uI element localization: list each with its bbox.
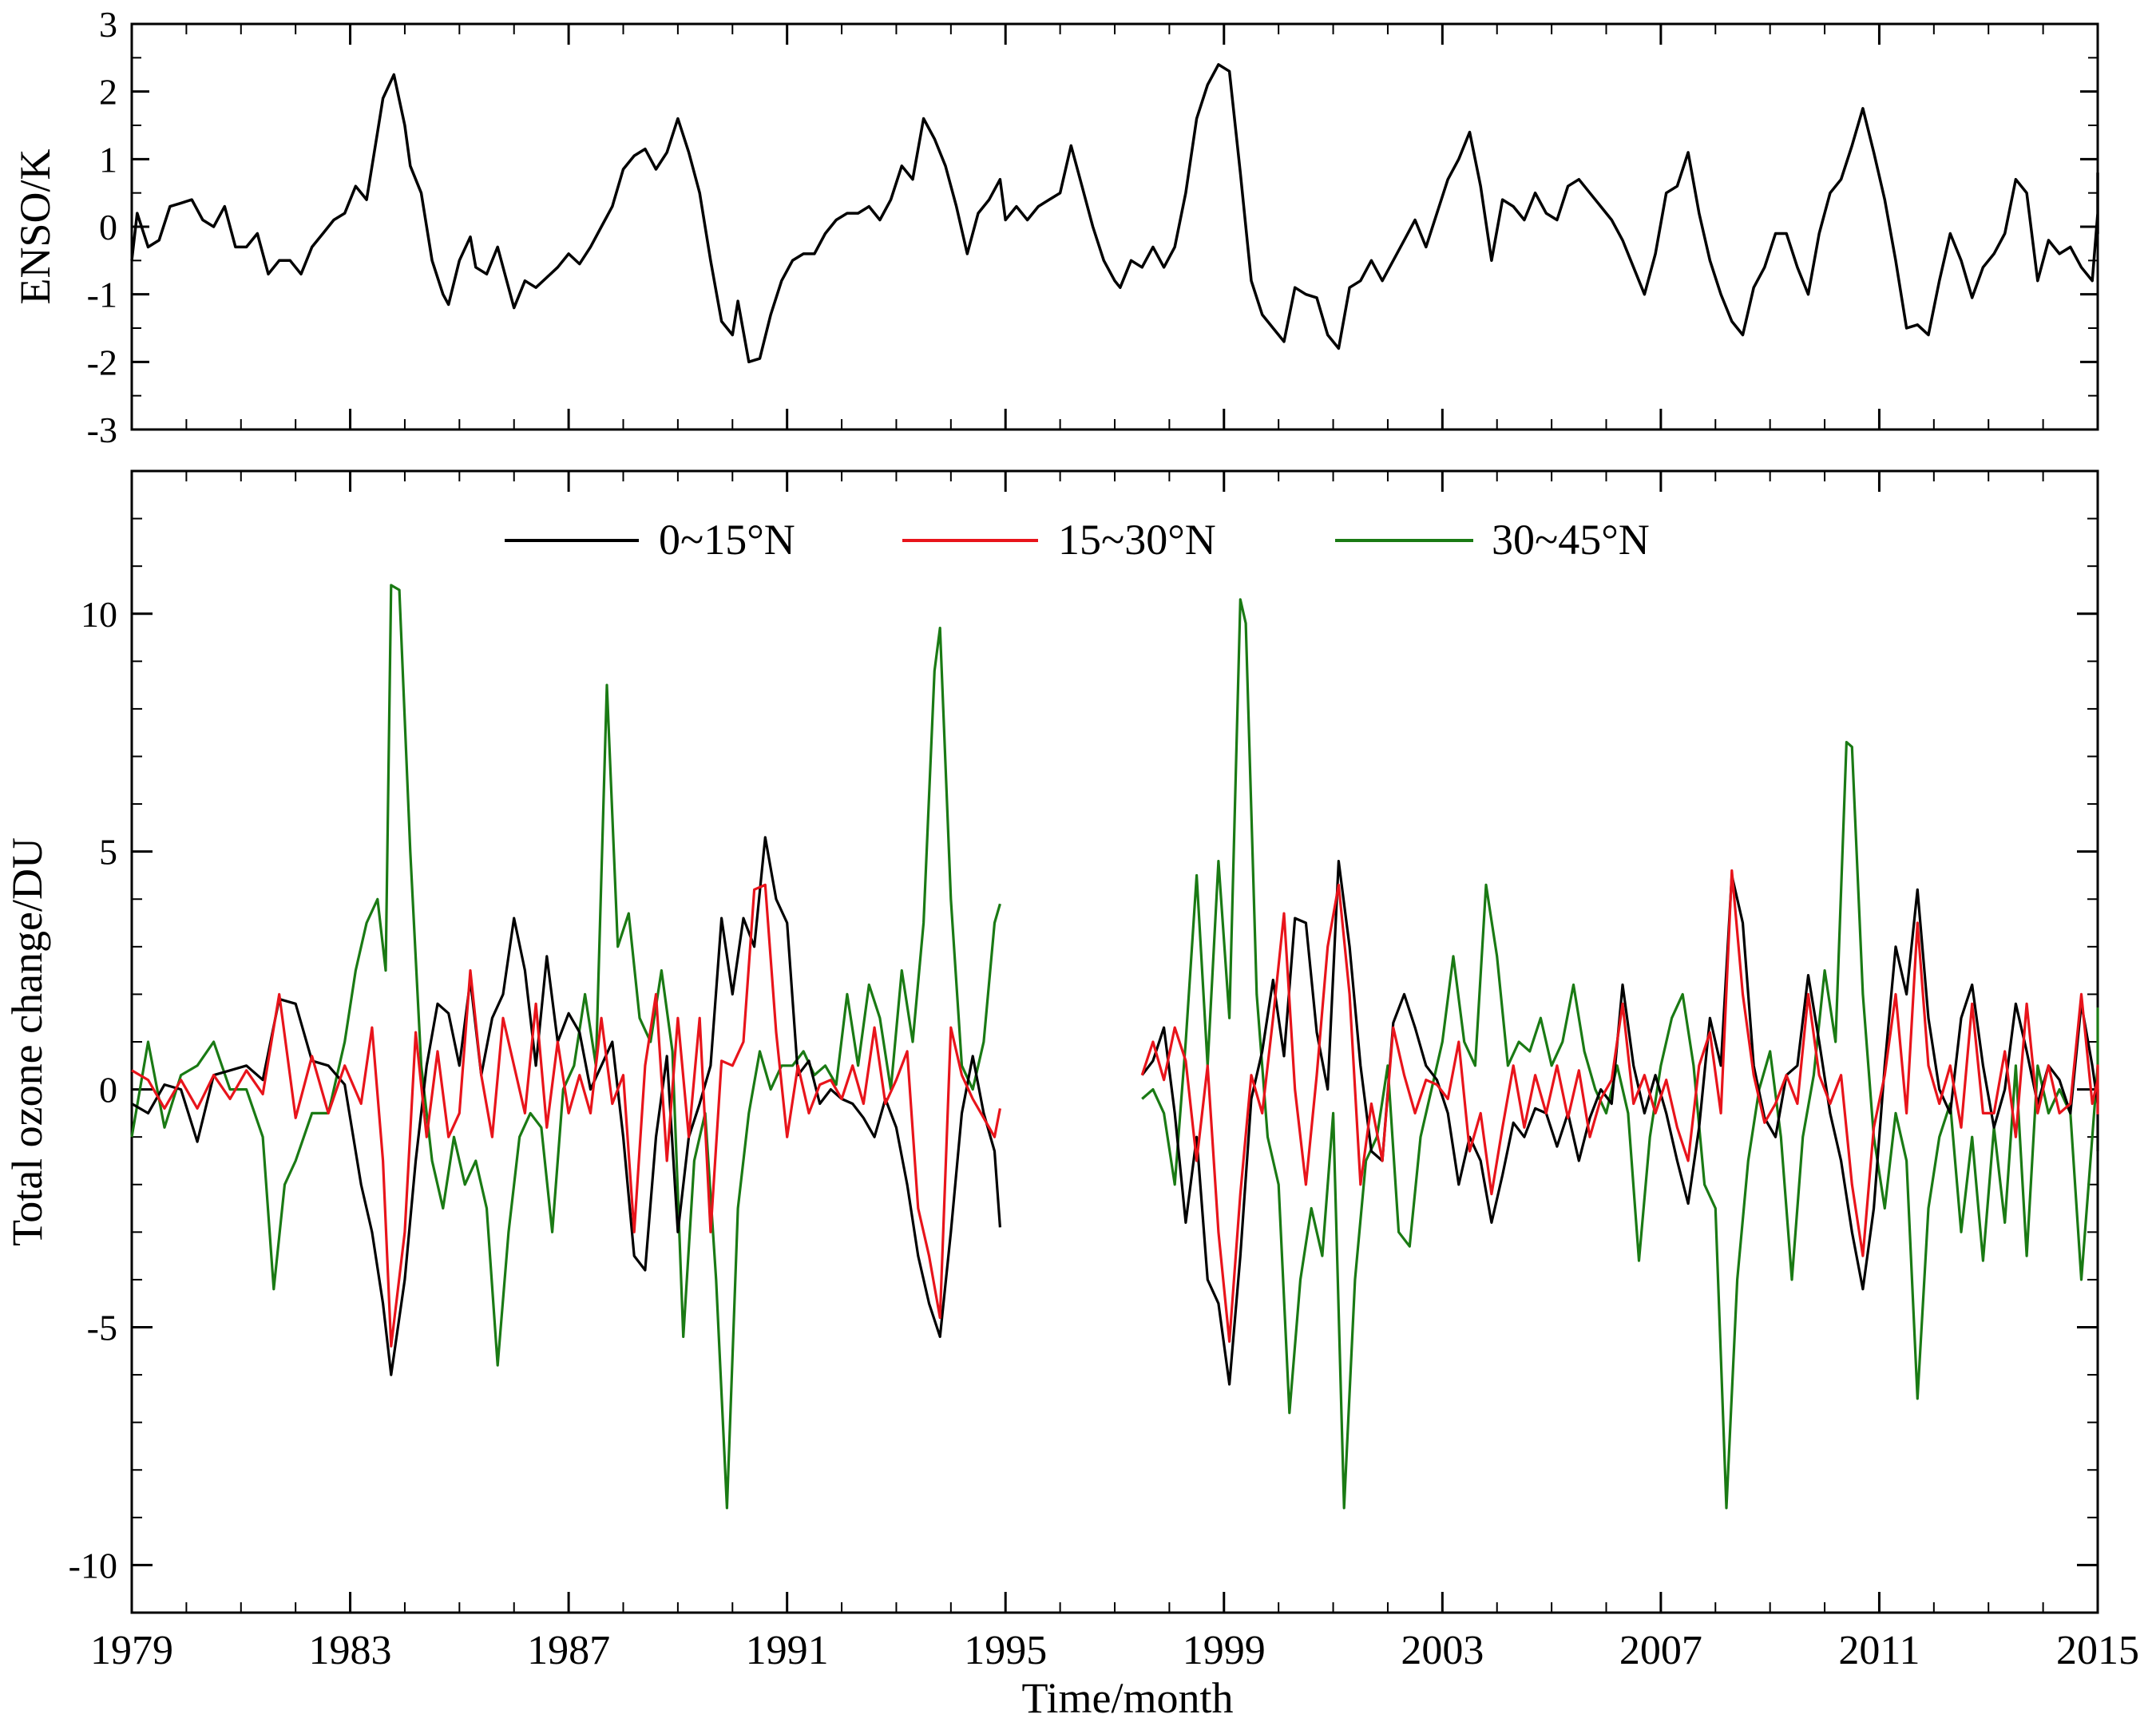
legend: 0~15°N 15~30°N 30~45°N [505, 516, 1650, 564]
ozone-xtick-label: 2007 [1619, 1628, 1702, 1673]
legend-label-30-45n: 30~45°N [1492, 516, 1650, 564]
enso-ytick-label: -1 [87, 275, 117, 315]
enso-panel: -3 -2 -1 0 1 2 3 ENSO/K [11, 4, 2099, 450]
ozone-ytick-label: -10 [69, 1545, 117, 1586]
series-30-45n-line [1141, 598, 2099, 1510]
ozone-ytick-label: 10 [81, 594, 117, 635]
enso-series-line [130, 63, 2099, 364]
ozone-xtick-label: 2003 [1401, 1628, 1484, 1673]
ozone-xtick-label: 2011 [1838, 1628, 1920, 1673]
ozone-ylabel: Total ozone change/DU [3, 837, 51, 1246]
ozone-xtick-label: 1995 [964, 1628, 1047, 1673]
ozone-series [130, 584, 2099, 1510]
ozone-xtick-label: 1983 [309, 1628, 392, 1673]
ozone-xtick-label: 1999 [1183, 1628, 1266, 1673]
series-0-15n-line [1140, 860, 2099, 1386]
legend-label-15-30n: 15~30°N [1058, 516, 1216, 564]
enso-ytick-label: 2 [99, 72, 117, 113]
series-15-30n-line [131, 883, 1001, 1348]
ozone-xtick-label: 1979 [90, 1628, 173, 1673]
series-30-45n-line [130, 584, 1001, 1510]
enso-ytick-label: -2 [87, 342, 117, 382]
enso-ytick-label: 1 [99, 139, 117, 180]
enso-ylabel: ENSO/K [11, 148, 59, 304]
ozone-xtick-label: 2015 [2056, 1628, 2139, 1673]
enso-x-axis [130, 24, 2099, 430]
ozone-xtick-label: 1987 [527, 1628, 610, 1673]
ozone-x-axis: 1979 1983 1987 1991 1995 1999 2003 2007 2011 2015 [90, 471, 2139, 1673]
ozone-panel: -10 -5 0 5 10 1979 1983 1987 1991 1995 1999 2003 20… [3, 469, 2139, 1722]
ozone-ytick-label: -5 [87, 1308, 117, 1348]
enso-ytick-label: 0 [99, 207, 117, 247]
enso-ytick-label: -3 [87, 410, 117, 450]
series-15-30n-line [1140, 869, 2099, 1343]
series-0-15n-line [131, 836, 1001, 1376]
ozone-ytick-label: 0 [99, 1070, 117, 1110]
enso-series [130, 63, 2099, 364]
enso-ytick-label: 3 [99, 4, 117, 45]
legend-label-0-15n: 0~15°N [659, 516, 795, 564]
ozone-xlabel: Time/month [1021, 1674, 1233, 1722]
ozone-xtick-label: 1991 [746, 1628, 829, 1673]
ozone-ytick-label: 5 [99, 832, 117, 873]
